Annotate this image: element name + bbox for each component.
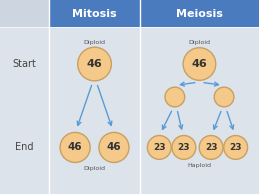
Bar [0,27,259,194]
Ellipse shape [224,136,248,159]
Text: 23: 23 [205,143,217,152]
Ellipse shape [199,136,223,159]
Text: Meiosis: Meiosis [176,9,223,19]
Ellipse shape [78,47,111,81]
Text: Diploid: Diploid [189,40,210,45]
Text: Haploid: Haploid [188,163,211,168]
Text: 46: 46 [87,59,102,69]
Text: 23: 23 [229,143,242,152]
Ellipse shape [60,133,90,162]
Text: 46: 46 [107,142,121,152]
Text: Start: Start [13,59,37,69]
Text: Mitosis: Mitosis [72,9,117,19]
Text: 23: 23 [153,143,166,152]
Bar [49,0,140,27]
Text: End: End [15,142,34,152]
Ellipse shape [172,136,196,159]
Ellipse shape [214,87,234,107]
Text: 23: 23 [178,143,190,152]
Text: Diploid: Diploid [84,40,105,45]
Ellipse shape [183,48,216,80]
Ellipse shape [147,136,171,159]
Ellipse shape [165,87,185,107]
Bar [140,0,259,27]
Text: Diploid: Diploid [84,166,105,171]
Ellipse shape [99,133,129,162]
Text: 46: 46 [192,59,207,69]
Text: 46: 46 [68,142,82,152]
